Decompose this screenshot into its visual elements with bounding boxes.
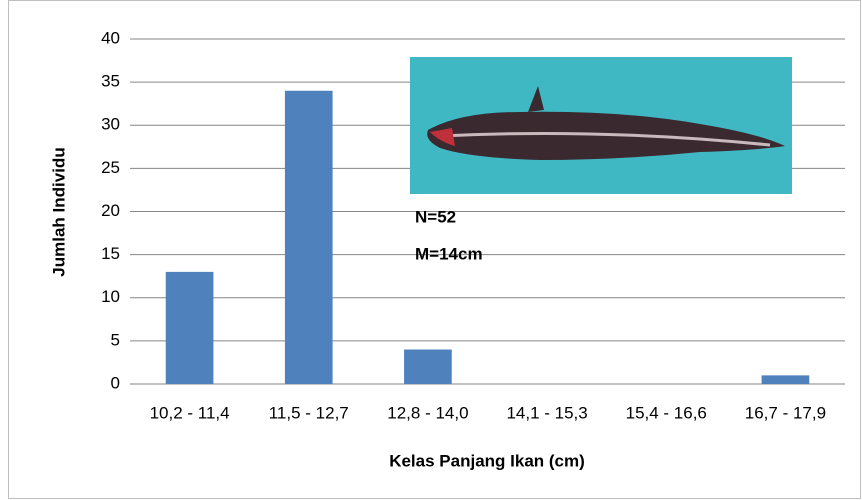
annotation: M=14cm	[415, 244, 483, 263]
x-tick-label: 10,2 - 11,4	[150, 403, 230, 422]
y-tick-label: 15	[101, 244, 120, 263]
y-tick-label: 0	[111, 373, 120, 392]
x-tick-label: 12,8 - 14,0	[387, 403, 468, 422]
x-tick-label: 16,7 - 17,9	[745, 403, 826, 422]
bar	[761, 375, 810, 384]
bar	[404, 349, 452, 384]
y-tick-label: 20	[101, 201, 120, 220]
x-tick-label: 15,4 - 16,6	[626, 403, 707, 422]
x-axis-title: Kelas Panjang Ikan (cm)	[389, 451, 585, 470]
y-tick-label: 10	[101, 287, 120, 306]
y-tick-label: 30	[101, 115, 120, 134]
y-axis-title: Jumlah Individu	[49, 147, 68, 276]
fish-photo	[410, 57, 792, 194]
x-tick-label: 11,5 - 12,7	[269, 403, 349, 422]
y-tick-label: 5	[111, 330, 120, 349]
bar	[284, 90, 333, 384]
bar	[165, 271, 214, 384]
y-tick-label: 35	[101, 72, 120, 91]
y-tick-label: 25	[101, 158, 120, 177]
annotation: N=52	[415, 207, 456, 226]
x-tick-label: 14,1 - 15,3	[506, 403, 587, 422]
y-tick-label: 40	[101, 28, 120, 47]
